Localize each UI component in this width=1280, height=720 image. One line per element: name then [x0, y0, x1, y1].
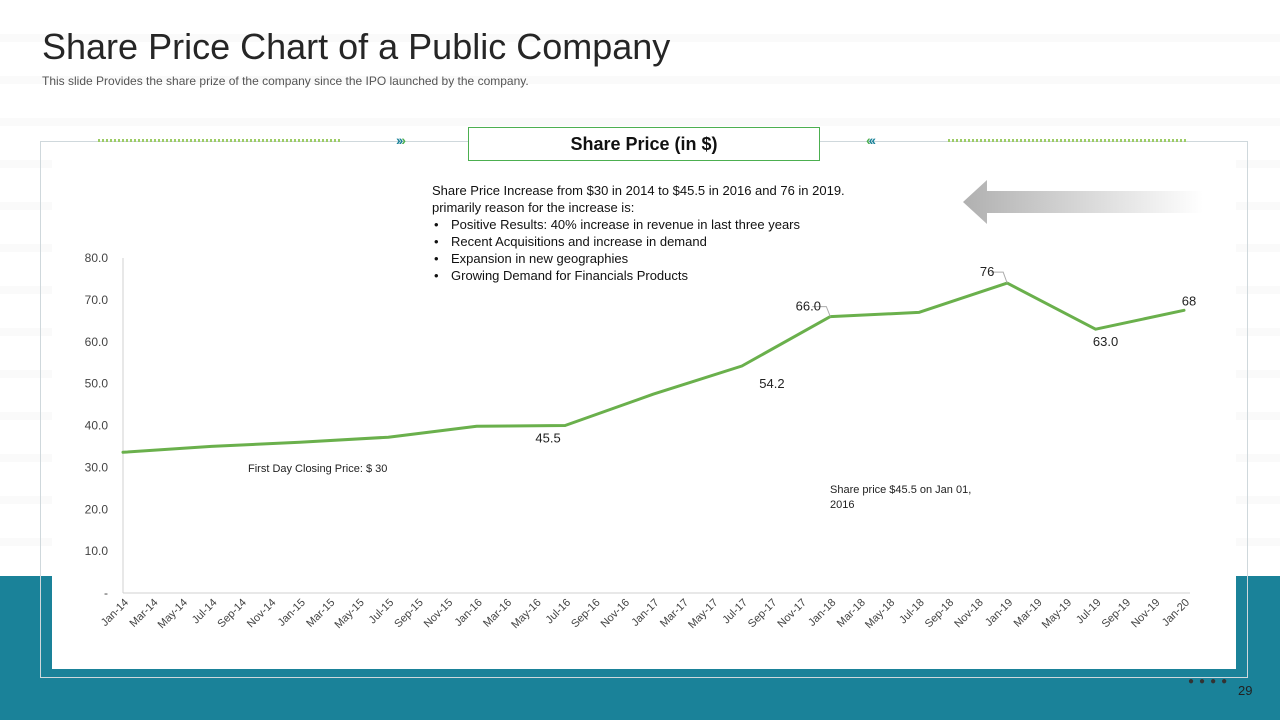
annotation-price-2016: Share price $45.5 on Jan 01, 2016 — [830, 484, 971, 511]
slide-subtitle: This slide Provides the share prize of t… — [42, 74, 529, 88]
y-tick-label: 20.0 — [85, 502, 109, 516]
y-tick-label: 50.0 — [85, 377, 109, 391]
annotation-line: Share price $45.5 on Jan 01, — [830, 484, 971, 496]
y-tick-label: 60.0 — [85, 335, 109, 349]
y-tick-label: 80.0 — [85, 251, 109, 265]
notes-bullet: Recent Acquisitions and increase in dema… — [432, 233, 952, 250]
x-tick-label: May-17 — [686, 597, 720, 631]
x-tick-label: Jan-20 — [1160, 597, 1192, 629]
x-tick-label: Jan-16 — [453, 597, 485, 629]
y-tick-label: 70.0 — [85, 293, 109, 307]
decorative-line-left — [98, 139, 342, 142]
x-tick-label: Sep-16 — [569, 597, 603, 631]
x-tick-label: Nov-19 — [1129, 597, 1163, 631]
x-tick-label: Nov-15 — [422, 597, 456, 631]
x-tick-label: May-16 — [509, 597, 543, 631]
data-label: 63.0 — [1093, 334, 1118, 349]
x-tick-label: Mar-14 — [127, 597, 160, 630]
x-tick-label: Mar-18 — [835, 597, 868, 630]
x-tick-label: Sep-17 — [746, 597, 780, 631]
x-tick-label: Nov-17 — [775, 597, 809, 631]
data-label: 66.0 — [796, 299, 821, 314]
notes-line-2: primarily reason for the increase is: — [432, 200, 635, 215]
notes-bullet-list: Positive Results: 40% increase in revenu… — [432, 216, 952, 284]
data-label: 68 — [1182, 293, 1196, 308]
x-tick-label: May-14 — [156, 597, 190, 631]
notes-line-1: Share Price Increase from $30 in 2014 to… — [432, 183, 845, 198]
x-tick-label: May-18 — [863, 597, 897, 631]
y-tick-label: 40.0 — [85, 419, 109, 433]
x-tick-label: Mar-16 — [481, 597, 514, 630]
x-tick-label: Jan-15 — [276, 597, 308, 629]
decorative-line-right — [948, 139, 1188, 142]
x-tick-label: Sep-19 — [1100, 597, 1134, 631]
annotation-line: 2016 — [830, 499, 854, 511]
notes-box: Share Price Increase from $30 in 2014 to… — [432, 182, 952, 284]
notes-bullet: Positive Results: 40% increase in revenu… — [432, 216, 952, 233]
x-tick-label: May-15 — [332, 597, 366, 631]
data-label: 45.5 — [535, 431, 560, 446]
x-tick-label: Mar-17 — [658, 597, 691, 630]
x-tick-label: May-19 — [1040, 597, 1074, 631]
chevron-right-icon: ››› — [396, 132, 406, 148]
x-tick-label: Nov-16 — [599, 597, 633, 631]
decorative-dots: ●●●● — [1188, 676, 1233, 687]
x-tick-label: Sep-18 — [923, 597, 957, 631]
notes-bullet: Expansion in new geographies — [432, 250, 952, 267]
x-tick-label: Jan-18 — [806, 597, 838, 629]
data-label: 76 — [980, 264, 994, 279]
chart-header: Share Price (in $) — [468, 127, 820, 161]
x-tick-label: Jan-17 — [629, 597, 661, 629]
annotation-first-day-price: First Day Closing Price: $ 30 — [248, 463, 387, 475]
data-label-leader — [812, 306, 831, 317]
x-tick-label: Jan-14 — [99, 597, 131, 629]
x-tick-label: Mar-15 — [304, 597, 337, 630]
slide-title: Share Price Chart of a Public Company — [42, 26, 671, 67]
x-tick-label: Mar-19 — [1012, 597, 1045, 630]
x-tick-label: Nov-14 — [245, 597, 279, 631]
data-label: 54.2 — [759, 376, 784, 391]
y-tick-label: 10.0 — [85, 544, 109, 558]
y-tick-label: 30.0 — [85, 460, 109, 474]
series-line-share-price — [121, 281, 1186, 454]
page-number: 29 — [1238, 683, 1253, 698]
y-tick-label: - — [104, 586, 108, 600]
left-arrow-icon — [963, 180, 1203, 224]
notes-bullet: Growing Demand for Financials Products — [432, 267, 952, 284]
x-tick-label: Nov-18 — [952, 597, 986, 631]
data-label-leader — [991, 271, 1008, 284]
x-tick-label: Sep-14 — [215, 597, 249, 631]
chevron-left-icon: ‹‹‹ — [866, 132, 876, 148]
x-tick-label: Sep-15 — [392, 597, 426, 631]
x-tick-label: Jan-19 — [983, 597, 1015, 629]
